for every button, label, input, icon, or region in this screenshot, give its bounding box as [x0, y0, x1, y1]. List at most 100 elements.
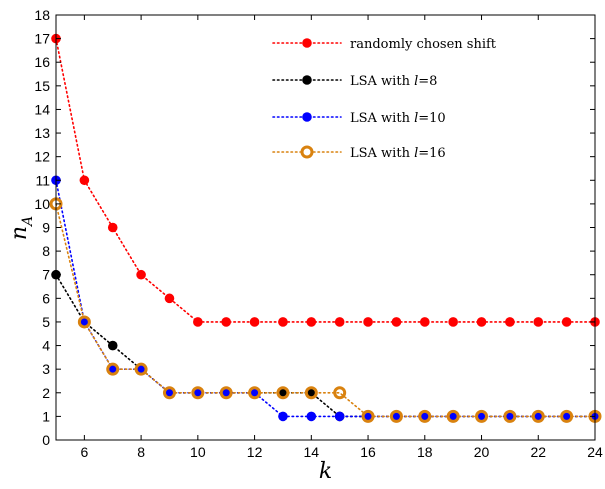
y-tick-label: 18 [34, 7, 50, 23]
data-point-series-3 [306, 411, 317, 422]
legend-label-3: LSA with l=10 [350, 111, 446, 126]
data-point-series-4 [333, 386, 347, 400]
y-tick-label: 12 [34, 149, 50, 165]
ticks-layer: 6 8 10 12 14 16 18 20 22 240123456789101112131415… [34, 7, 603, 460]
data-point-series-1 [136, 269, 146, 280]
legend-label-part: l [414, 146, 418, 161]
data-point-series-1 [79, 175, 90, 186]
y-tick-label: 2 [42, 385, 50, 401]
data-point-series-3 [278, 411, 288, 422]
legend-marker-1 [302, 38, 312, 48]
x-tick-label: 14 [304, 444, 320, 460]
data-point-series-3 [533, 411, 544, 422]
x-tick-label: 10 [190, 444, 206, 460]
y-tick-label: 8 [42, 243, 50, 259]
data-point-series-3 [136, 364, 146, 374]
y-tick-label: 3 [42, 361, 50, 377]
y-tick-label: 9 [42, 220, 50, 236]
y-tick-label: 5 [42, 314, 50, 330]
legend-label-part: =10 [418, 111, 445, 126]
data-point-series-1 [419, 317, 430, 327]
x-tick-label: 16 [360, 444, 376, 460]
y-tick-label: 11 [35, 172, 50, 188]
y-tick-label: 1 [42, 408, 50, 424]
data-point-series-1 [561, 317, 572, 327]
x-tick-label: 8 [137, 444, 145, 460]
data-point-series-4 [248, 386, 262, 400]
data-point-series-4 [106, 362, 120, 376]
legend-label-part: =16 [418, 146, 445, 161]
data-point-series-3 [193, 387, 203, 398]
x-tick-label: 18 [417, 444, 433, 460]
data-point-series-1 [533, 317, 544, 327]
data-point-series-1 [107, 222, 118, 233]
legend-label-4: LSA with l=16 [350, 146, 446, 161]
data-point-series-4 [219, 386, 233, 400]
plot-area [56, 15, 595, 440]
data-point-series-3 [391, 411, 402, 422]
x-tick-label: 22 [530, 444, 546, 460]
data-point-series-4 [191, 386, 205, 400]
data-point-series-1 [476, 317, 487, 327]
legend-label-part: l [414, 111, 418, 126]
data-point-series-1 [306, 317, 317, 327]
data-point-series-1 [391, 317, 402, 327]
data-point-series-4 [446, 409, 460, 423]
x-tick-label: 12 [247, 444, 263, 460]
x-tick-label: 20 [474, 444, 490, 460]
data-point-series-4 [560, 409, 574, 423]
data-point-series-3 [107, 364, 118, 374]
x-axis-title: k [319, 459, 332, 484]
data-point-series-4 [475, 409, 489, 423]
data-point-series-4 [389, 409, 403, 423]
data-point-series-1 [505, 317, 515, 327]
data-point-series-3 [505, 411, 515, 422]
data-point-series-4 [531, 409, 545, 423]
y-tick-label: 10 [34, 196, 50, 212]
y-tick-label: 14 [34, 101, 50, 117]
data-point-series-4 [418, 409, 432, 423]
legend-label-2: LSA with l=8 [350, 74, 437, 89]
data-point-series-3 [363, 411, 373, 422]
data-point-series-3 [164, 387, 175, 398]
data-point-series-3 [79, 317, 90, 327]
data-point-series-3 [561, 411, 572, 422]
data-point-series-4 [162, 386, 176, 400]
legend-marker-2 [302, 75, 312, 85]
y-axis-title-sub: A [20, 216, 36, 228]
legend-label-part: LSA with [350, 146, 414, 161]
data-point-series-1 [164, 293, 175, 304]
series-layer [49, 33, 602, 423]
data-point-series-4 [361, 409, 375, 423]
data-point-series-2 [306, 387, 317, 398]
data-point-series-4 [304, 386, 318, 400]
data-point-series-3 [419, 411, 430, 422]
data-point-series-4 [77, 315, 91, 329]
legend-label-1: randomly chosen shift [350, 37, 497, 52]
y-axis-title-main: n [7, 226, 32, 240]
legend-marker-3 [302, 112, 312, 122]
legend-label-part: LSA with [350, 111, 414, 126]
y-tick-label: 17 [34, 31, 50, 47]
data-point-series-1 [448, 317, 458, 327]
legend-label-part: LSA with [350, 74, 414, 89]
y-tick-label: 6 [42, 290, 50, 306]
data-point-series-2 [107, 340, 118, 351]
x-tick-label: 6 [80, 444, 88, 460]
data-point-series-1 [278, 317, 288, 327]
legend-label-part: l [414, 74, 418, 89]
data-point-series-1 [334, 317, 345, 327]
y-tick-label: 15 [34, 78, 50, 94]
x-tick-label: 24 [587, 444, 603, 460]
data-point-series-3 [221, 387, 232, 398]
data-point-series-4 [276, 386, 290, 400]
y-tick-label: 13 [34, 125, 50, 141]
data-point-series-1 [249, 317, 260, 327]
data-point-series-1 [193, 317, 203, 327]
data-point-series-1 [363, 317, 373, 327]
data-point-series-4 [134, 362, 148, 376]
y-axis-title: nA [7, 216, 36, 240]
data-point-series-3 [334, 411, 345, 422]
